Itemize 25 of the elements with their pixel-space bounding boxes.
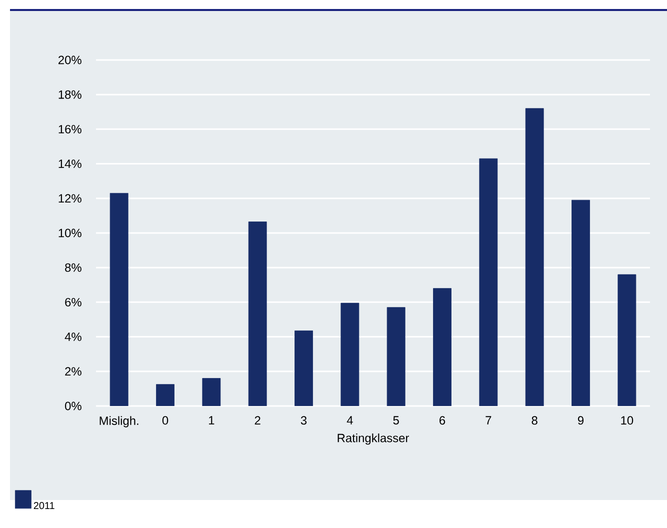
x-tick-label: 9	[578, 416, 584, 425]
x-tick-label: 8	[532, 416, 538, 425]
x-tick-label: 4	[346, 416, 353, 424]
legend-label: 2011	[34, 502, 54, 510]
x-tick-label: 3	[300, 416, 307, 425]
y-tick-label: 10%	[58, 228, 82, 238]
y-tick-label: 4%	[64, 332, 82, 341]
y-tick-label: 16%	[58, 124, 82, 134]
x-tick-label: Misligh.	[100, 416, 138, 428]
y-tick-label: 20%	[58, 56, 82, 64]
y-tick-label: 14%	[58, 160, 82, 168]
y-tick-label: 0%	[65, 402, 82, 410]
x-tick-label: 10	[621, 416, 634, 425]
y-tick-label: 8%	[65, 263, 82, 272]
x-tick-label: 1	[209, 416, 214, 424]
y-tick-label: 6%	[65, 298, 82, 306]
x-tick-label: 6	[440, 416, 446, 425]
x-tick-label: 7	[486, 416, 492, 424]
y-tick-label: 2%	[65, 367, 82, 376]
x-tick-label: 5	[393, 416, 399, 425]
y-tick-label: 12%	[58, 194, 82, 203]
x-tick-label: 2	[254, 416, 260, 425]
x-axis-title: Ratingklasser	[338, 433, 410, 445]
x-tick-label: 0	[162, 416, 168, 425]
y-tick-label: 18%	[58, 90, 82, 99]
